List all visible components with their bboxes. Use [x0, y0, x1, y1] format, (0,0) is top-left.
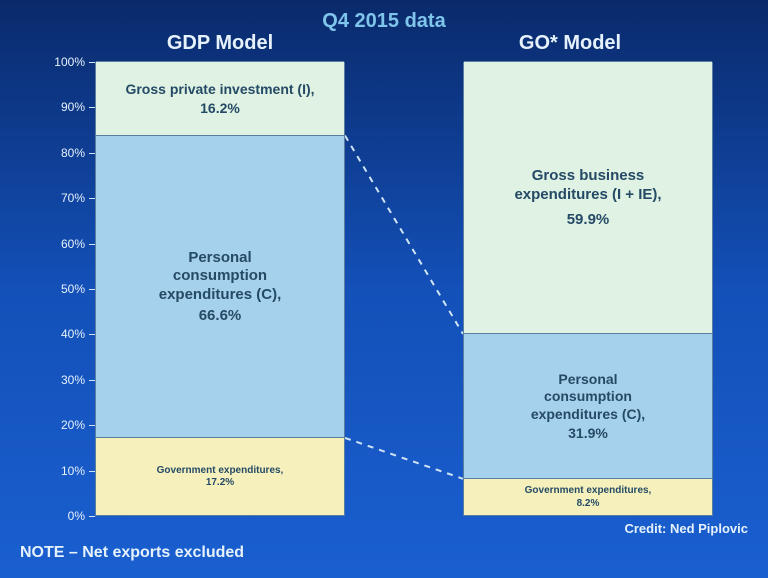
segment-label: Personalconsumptionexpenditures (C),: [531, 371, 645, 424]
segment-go-2: Gross businessexpenditures (I + IE), 59.9…: [464, 61, 712, 333]
y-tick-label: 10%: [45, 464, 85, 478]
segment-pct: 31.9%: [568, 425, 608, 441]
segment-gdp-2: Gross private investment (I),16.2%: [96, 61, 344, 135]
y-tick: [89, 516, 95, 517]
chart-title: Q4 2015 data: [322, 10, 445, 33]
segment-pct: 17.2%: [206, 477, 234, 488]
y-tick-label: 20%: [45, 418, 85, 432]
column-header-go: GO* Model: [519, 32, 621, 55]
segment-label: Government expenditures,: [157, 465, 284, 478]
segment-gdp-0: Government expenditures,17.2%: [96, 437, 344, 515]
segment-pct: 66.6%: [199, 307, 242, 324]
segment-label: Government expenditures,: [525, 485, 652, 498]
y-tick-label: 0%: [45, 509, 85, 523]
connector-line: [345, 136, 463, 334]
segment-pct: 16.2%: [200, 100, 240, 116]
credit-label: Credit: Ned Piplovic: [624, 521, 748, 536]
y-tick-label: 50%: [45, 282, 85, 296]
y-tick-label: 80%: [45, 146, 85, 160]
segment-go-1: Personalconsumptionexpenditures (C),31.9…: [464, 333, 712, 478]
segment-label: Gross private investment (I),: [125, 81, 314, 99]
segment-pct: 59.9%: [567, 211, 610, 228]
y-tick-label: 90%: [45, 100, 85, 114]
segment-label: Personalconsumptionexpenditures (C),: [159, 249, 282, 305]
bar-gdp: Government expenditures,17.2%Personalcon…: [95, 62, 345, 516]
chart-plot-area: Government expenditures,17.2%Personalcon…: [95, 62, 723, 516]
segment-gdp-1: Personalconsumptionexpenditures (C), 66.6…: [96, 135, 344, 437]
segment-label: Gross businessexpenditures (I + IE),: [514, 167, 661, 205]
y-tick-label: 70%: [45, 191, 85, 205]
y-tick-label: 100%: [45, 55, 85, 69]
y-tick-label: 30%: [45, 373, 85, 387]
y-tick-label: 40%: [45, 327, 85, 341]
column-header-gdp: GDP Model: [167, 32, 273, 55]
segment-pct: 8.2%: [577, 498, 600, 509]
segment-go-0: Government expenditures,8.2%: [464, 478, 712, 515]
connector-line: [345, 438, 463, 479]
y-tick-label: 60%: [45, 237, 85, 251]
bar-go: Government expenditures,8.2%Personalcons…: [463, 62, 713, 516]
footnote: NOTE – Net exports excluded: [20, 544, 244, 562]
